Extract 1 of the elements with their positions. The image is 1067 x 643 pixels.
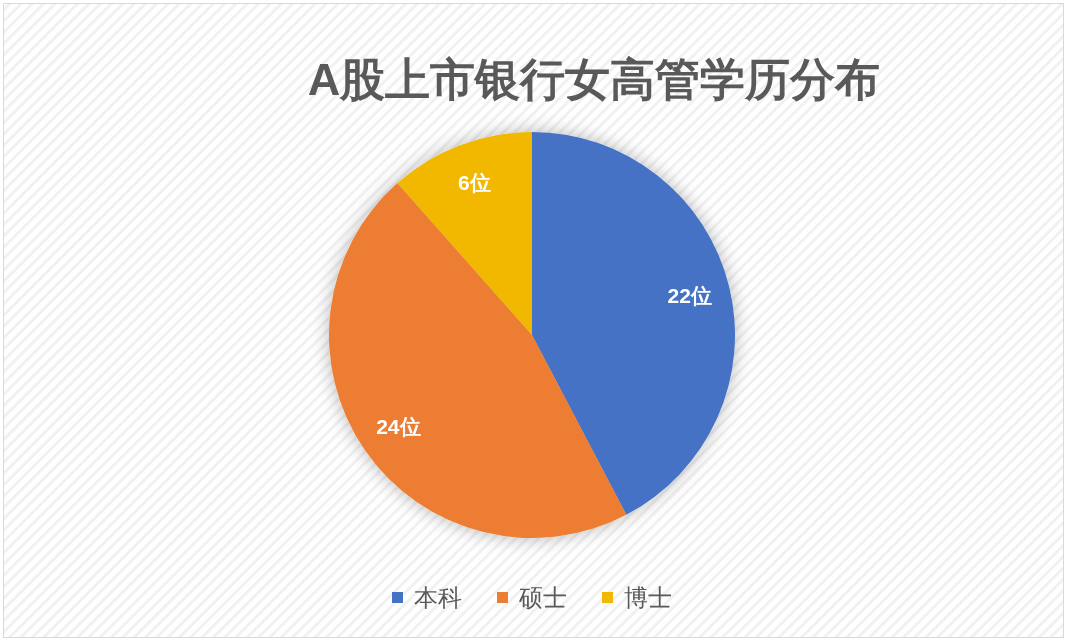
title: A股上市银行女高管学历分布 — [307, 54, 881, 105]
